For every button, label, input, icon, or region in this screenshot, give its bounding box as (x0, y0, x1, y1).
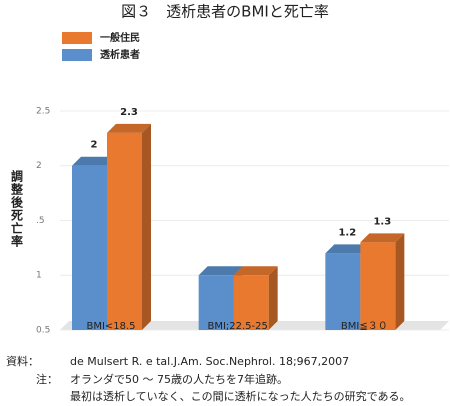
bar-top (360, 233, 405, 243)
bar (360, 242, 396, 330)
bar-top (72, 156, 116, 166)
y-axis-title: 調整後死亡率 (10, 169, 24, 248)
note-label: 資料： (6, 354, 39, 368)
x-tick-label: BMI;22.5-25 (207, 321, 267, 332)
data-label: 1.2 (338, 227, 356, 238)
bar-top (198, 266, 243, 276)
bar (233, 275, 269, 330)
bar (72, 165, 107, 330)
note-text: オランダで50 ～ 75歳の人たちを7年追跡。 (70, 372, 288, 386)
note-label: 注： (36, 372, 58, 386)
bar (107, 132, 142, 330)
legend-swatch (62, 49, 92, 61)
bar-side (142, 123, 151, 330)
bar-top (107, 123, 151, 133)
x-tick-label: BMI≦３０ (341, 321, 388, 332)
legend-swatch (62, 32, 92, 44)
bar-top (325, 244, 370, 254)
y-tick-label: 1 (36, 271, 42, 281)
legend-label: 一般住民 (100, 31, 140, 44)
y-tick-label: 0.5 (36, 326, 50, 336)
bar-side (268, 266, 278, 330)
note-text: de Mulsert R. e tal.J.Am. Soc.Nephrol. 1… (70, 355, 349, 368)
data-label: 2.3 (120, 107, 138, 118)
data-label: 1.3 (373, 216, 391, 227)
bar-top (233, 266, 278, 276)
note-text: 最初は透析していなく、この間に透析になった人たちの研究である。 (70, 389, 411, 403)
y-tick-label: .5 (36, 216, 45, 226)
x-tick-label: BMI<18.5 (86, 321, 135, 332)
legend-label: 透析患者 (100, 48, 140, 61)
y-tick-label: 2.5 (36, 106, 50, 116)
bar (198, 275, 234, 330)
bar (325, 253, 361, 330)
chart-title: 図３ 透析患者のBMIと死亡率 (121, 3, 329, 21)
y-tick-label: 2 (36, 161, 42, 171)
data-label: 2 (91, 140, 98, 151)
bar-side (395, 233, 405, 330)
